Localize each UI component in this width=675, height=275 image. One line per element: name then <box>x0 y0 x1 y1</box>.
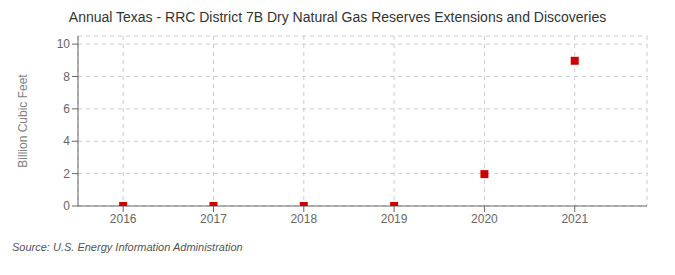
svg-text:2: 2 <box>63 167 70 181</box>
svg-text:2019: 2019 <box>381 212 408 226</box>
svg-text:2020: 2020 <box>471 212 498 226</box>
svg-text:4: 4 <box>63 134 70 148</box>
svg-text:2016: 2016 <box>110 212 137 226</box>
html-text:Source: U.S. Energy Informatio: Source: U.S. Energy Information Administ… <box>12 241 243 253</box>
svg-text:8: 8 <box>63 70 70 84</box>
svg-text:2017: 2017 <box>200 212 227 226</box>
svg-text:0: 0 <box>63 199 70 213</box>
svg-text:6: 6 <box>63 102 70 116</box>
html-text:Annual Texas - RRC District 7B: Annual Texas - RRC District 7B Dry Natur… <box>68 9 607 25</box>
svg-text:2018: 2018 <box>290 212 317 226</box>
svg-text:Billion Cubic Feet: Billion Cubic Feet <box>16 74 30 168</box>
svg-text:2021: 2021 <box>561 212 588 226</box>
svg-text:10: 10 <box>57 37 71 51</box>
